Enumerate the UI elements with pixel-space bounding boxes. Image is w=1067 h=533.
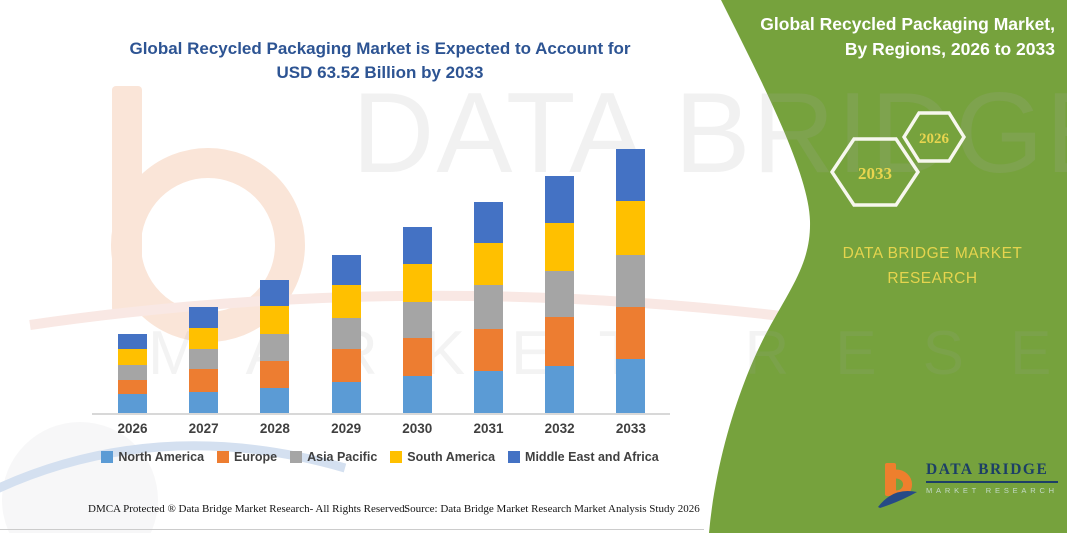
hexagon-2026 bbox=[901, 111, 967, 163]
logo-wordmark: DATA BRIDGE bbox=[926, 461, 1058, 483]
hexagon-2033 bbox=[829, 137, 921, 207]
chart-title-line2: USD 63.52 Billion by 2033 bbox=[276, 63, 484, 82]
hexagon-2026-label: 2026 bbox=[919, 131, 950, 147]
footer-source-text: Source: Data Bridge Market Research Mark… bbox=[404, 503, 700, 515]
chart-title: Global Recycled Packaging Market is Expe… bbox=[70, 37, 690, 85]
legend-item: Middle East and Africa bbox=[508, 450, 659, 464]
bar-segment bbox=[260, 334, 290, 362]
legend-item: Europe bbox=[217, 450, 277, 464]
hexagon-badges: 2033 2026 bbox=[829, 111, 967, 207]
legend-item: South America bbox=[390, 450, 495, 464]
footer-dmca-text: DMCA Protected ® Data Bridge Market Rese… bbox=[88, 503, 408, 515]
bar-segment bbox=[331, 317, 361, 350]
bar-segment bbox=[331, 255, 361, 286]
bar-segment bbox=[189, 391, 219, 413]
databridge-logo: DATA BRIDGE MARKET RESEARCH bbox=[877, 461, 1058, 511]
x-axis-label-2027: 2027 bbox=[188, 421, 219, 436]
x-axis-label-2033: 2033 bbox=[615, 421, 646, 436]
side-panel-shape bbox=[709, 0, 1067, 533]
bar-segment bbox=[189, 368, 219, 392]
bar-segment bbox=[616, 307, 646, 359]
bar-segment bbox=[474, 371, 503, 413]
bar-segment bbox=[118, 393, 147, 413]
stacked-bar-2032 bbox=[545, 176, 575, 413]
chart-legend: North America Europe Asia Pacific South Ame… bbox=[30, 450, 730, 464]
bar-segment bbox=[260, 361, 290, 389]
bar-segment bbox=[474, 242, 503, 285]
bar-segment bbox=[474, 284, 503, 329]
databridge-logo-icon bbox=[878, 463, 917, 508]
bar-segment bbox=[545, 366, 575, 413]
hexagon-2033-label: 2033 bbox=[858, 164, 892, 183]
stacked-bar-2033 bbox=[616, 149, 646, 413]
bar-segment bbox=[474, 329, 503, 371]
bar-segment bbox=[118, 364, 147, 380]
legend-swatch-icon bbox=[290, 451, 303, 463]
x-axis-label-2029: 2029 bbox=[331, 421, 362, 436]
bar-segment bbox=[331, 381, 361, 413]
bar-segment bbox=[118, 349, 147, 365]
x-axis-label-2028: 2028 bbox=[259, 421, 290, 436]
stacked-bar-2031 bbox=[474, 201, 503, 413]
bar-segment bbox=[260, 388, 290, 413]
bar-segment bbox=[616, 201, 646, 255]
bar-segment bbox=[331, 285, 361, 318]
legend-swatch-icon bbox=[390, 451, 403, 463]
bar-segment bbox=[402, 227, 432, 265]
bar-segment bbox=[545, 270, 575, 317]
legend-item: Asia Pacific bbox=[290, 450, 377, 464]
logo-subtitle: MARKET RESEARCH bbox=[926, 486, 1058, 495]
bar-segment bbox=[260, 280, 290, 307]
bar-segment bbox=[118, 334, 147, 350]
legend-swatch-icon bbox=[217, 451, 230, 463]
bar-segment bbox=[331, 349, 361, 382]
stacked-bar-2028 bbox=[260, 280, 290, 413]
x-axis-line bbox=[92, 413, 670, 415]
side-panel-brand-text: DATA BRIDGE MARKET RESEARCH bbox=[842, 245, 1023, 287]
bar-segment bbox=[545, 176, 575, 224]
bar-segment bbox=[545, 223, 575, 271]
legend-label: South America bbox=[407, 450, 496, 464]
x-axis-label-2026: 2026 bbox=[117, 421, 148, 436]
stacked-bar-2029 bbox=[331, 255, 361, 413]
bar-segment bbox=[260, 306, 290, 335]
chart-title-line1: Global Recycled Packaging Market is Expe… bbox=[129, 39, 631, 58]
legend-swatch-icon bbox=[508, 451, 521, 463]
legend-item: North America bbox=[101, 450, 204, 464]
bar-segment bbox=[402, 264, 432, 303]
stacked-bar-2030 bbox=[402, 227, 432, 413]
legend-label: Middle East and Africa bbox=[525, 450, 659, 464]
bar-segment bbox=[189, 349, 219, 369]
legend-label: North America bbox=[118, 450, 205, 464]
logo-text-block: DATA BRIDGE MARKET RESEARCH bbox=[926, 461, 1058, 495]
bar-segment bbox=[616, 255, 646, 307]
x-axis-label-2031: 2031 bbox=[473, 421, 504, 436]
bar-segment bbox=[402, 302, 432, 339]
legend-label: Asia Pacific bbox=[307, 450, 378, 464]
stacked-bar-2026 bbox=[118, 334, 147, 413]
bar-segment bbox=[189, 327, 219, 350]
legend-swatch-icon bbox=[101, 451, 114, 463]
x-axis-label-2030: 2030 bbox=[402, 421, 433, 436]
stacked-bar-2027 bbox=[189, 307, 219, 413]
bar-segment bbox=[118, 379, 147, 394]
side-panel-title: Global Recycled Packaging Market, By Reg… bbox=[760, 14, 1055, 59]
bar-segment bbox=[402, 376, 432, 413]
bar-segment bbox=[545, 317, 575, 366]
bar-segment bbox=[402, 338, 432, 376]
bottom-border-line bbox=[0, 529, 704, 530]
bar-segment bbox=[189, 307, 219, 328]
bar-segment bbox=[616, 359, 646, 413]
bar-segment bbox=[474, 201, 503, 243]
legend-label: Europe bbox=[234, 450, 278, 464]
x-axis-label-2032: 2032 bbox=[544, 421, 575, 436]
bar-segment bbox=[616, 149, 646, 201]
